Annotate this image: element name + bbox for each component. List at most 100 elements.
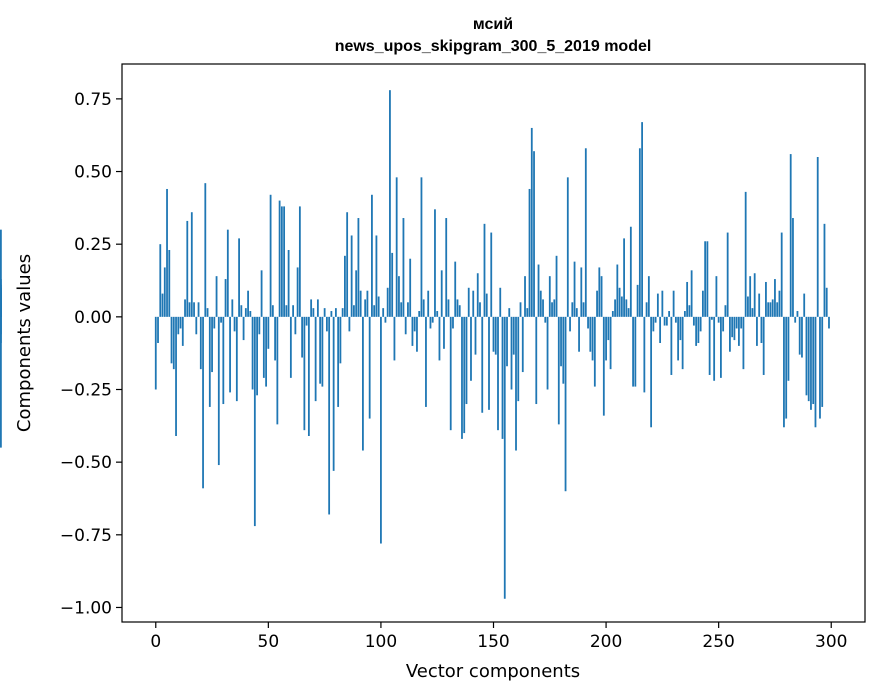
bar [566,177,569,317]
bar [461,316,463,439]
bar [211,316,213,373]
bar [738,316,740,346]
bar [497,316,499,431]
bar [465,316,468,405]
bar [798,316,801,355]
bar [735,316,738,329]
bar [481,316,484,413]
bar [314,316,317,402]
bar [368,316,371,419]
bar [389,90,391,317]
bar [688,305,691,317]
bar [656,293,659,317]
bar [668,311,671,317]
bar [213,316,216,329]
y-tick-label: −1.00 [60,598,112,618]
bar [564,316,567,492]
bar [753,273,756,317]
bar [575,308,578,317]
bar [828,316,830,329]
bar [325,316,328,332]
bar [499,287,502,317]
bar [222,316,225,405]
bar [553,299,556,317]
bar [298,206,301,317]
bar [792,218,794,317]
y-tick-label: −0.75 [60,526,112,546]
bar [506,316,508,367]
bar [463,316,466,434]
bar [400,302,403,317]
bar [305,316,308,326]
bar [654,316,657,323]
bar [744,191,747,317]
bar [494,316,497,355]
bar [161,293,164,317]
bar [359,290,362,317]
bar [591,316,594,361]
bar [807,316,810,402]
bar [0,316,2,448]
bar [247,290,249,317]
bar [312,308,315,317]
x-tick-label: 200 [590,632,622,652]
bar [170,316,173,364]
bar [616,264,619,317]
bar [600,276,603,317]
bar [769,302,772,317]
x-tick-label: 300 [815,632,847,652]
bar [596,290,598,317]
bar [244,308,247,317]
bar [440,270,443,317]
bar [706,241,709,317]
bar [195,316,198,335]
bar [240,305,243,317]
x-tick-label: 150 [477,632,509,652]
bar [184,299,186,317]
bar [456,299,459,317]
y-tick-label: −0.25 [60,381,112,401]
bar [517,316,520,402]
bar [256,316,258,396]
bar [0,316,2,343]
bar [371,194,373,317]
bar [569,316,571,332]
bar [402,218,405,317]
bar [476,273,479,317]
bar [665,316,668,326]
bar [783,316,785,428]
bar [357,218,360,317]
bar [756,316,758,346]
bar [265,316,267,387]
bar [749,276,752,317]
bar [238,238,240,317]
bar [501,316,504,439]
bar [197,302,200,317]
bar [780,232,783,317]
bar [819,316,821,419]
bar [422,299,425,317]
bar [571,302,574,317]
bar [307,316,310,436]
bar [524,276,526,317]
bar [686,281,689,317]
x-tick-label: 250 [702,632,734,652]
bar [713,316,716,381]
bar [215,276,218,317]
bar [229,316,231,393]
bar [697,316,700,343]
bar [177,316,180,335]
bar [690,270,693,317]
bar [625,299,628,317]
bar [186,220,189,317]
bar [607,316,610,341]
bar [425,316,427,407]
bar [157,316,159,343]
bar [801,316,803,358]
bar [812,316,815,405]
bar [344,255,346,317]
bar [623,238,625,317]
bar [181,316,184,346]
bar [519,302,522,317]
bar [449,316,452,431]
